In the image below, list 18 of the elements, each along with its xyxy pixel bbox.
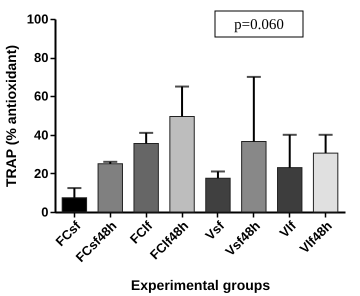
y-axis-title: TRAP (% antioxidant) <box>2 44 19 188</box>
x-tick-label: Vlf <box>276 218 300 240</box>
bar <box>133 142 159 212</box>
bar <box>277 167 302 212</box>
x-tick-label: Vsf <box>202 218 228 243</box>
y-tick-label: 100 <box>26 12 48 26</box>
bar <box>312 152 338 212</box>
y-tick-label: 80 <box>34 50 48 66</box>
bar <box>98 163 123 212</box>
annotation: p=0.060 <box>234 17 284 33</box>
y-tick-label: 0 <box>41 204 48 220</box>
bar <box>169 116 195 212</box>
bar <box>241 141 267 212</box>
y-tick-label: 20 <box>34 166 48 181</box>
y-tick-label: 40 <box>34 127 48 142</box>
y-tick-label: 60 <box>34 88 48 104</box>
bar <box>205 178 231 212</box>
x-axis-title: Experimental groups <box>130 276 270 293</box>
